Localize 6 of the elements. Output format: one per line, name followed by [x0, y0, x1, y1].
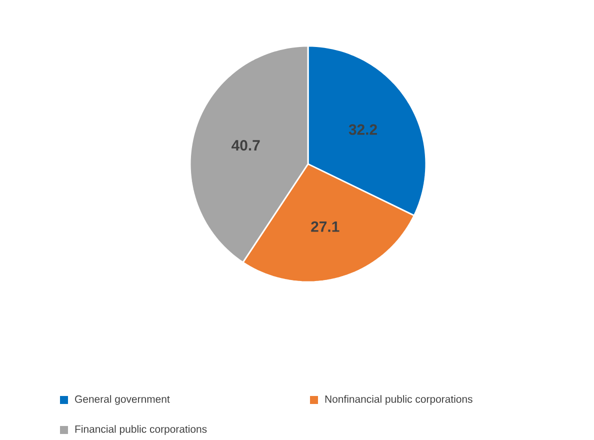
legend-label: Financial public corporations: [75, 425, 207, 435]
legend-label: General government: [75, 395, 170, 405]
legend-label: Nonfinancial public corporations: [325, 395, 472, 405]
data-label: 27.1: [311, 221, 340, 232]
data-label: 40.7: [232, 140, 260, 151]
data-label: 32.2: [348, 124, 377, 135]
